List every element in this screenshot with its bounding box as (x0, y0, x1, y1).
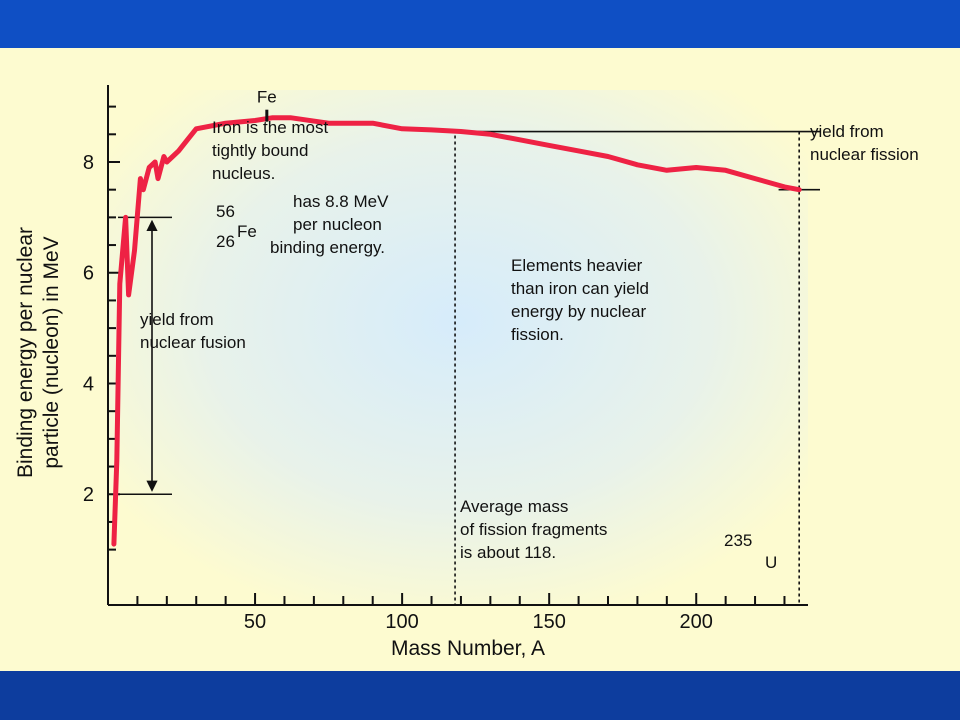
y-tick-label: 2 (83, 484, 94, 506)
y-tick-label: 8 (83, 152, 94, 174)
x-tick-label: 100 (385, 611, 418, 633)
u-symbol: U (765, 553, 777, 572)
fragment-note-line: is about 118. (460, 543, 556, 562)
heavier-note-line: Elements heavier (511, 256, 643, 275)
fusion-yield-line: yield from (140, 310, 214, 329)
bottom-bar (0, 671, 960, 720)
fission-yield-line: nuclear fission (810, 145, 919, 164)
fe-symbol: Fe (237, 222, 257, 241)
iron-note-line: nucleus. (212, 164, 275, 183)
fe-energy-line: binding energy. (270, 238, 385, 257)
y-axis-title-line: Binding energy per nuclear (14, 227, 37, 478)
fe-energy-line: per nucleon (293, 215, 382, 234)
fusion-yield-line: nuclear fusion (140, 333, 246, 352)
y-tick-label: 4 (83, 373, 94, 395)
y-tick-label: 6 (83, 263, 94, 285)
y-axis-title-line: particle (nucleon) in MeV (40, 236, 63, 468)
fragment-note-line: of fission fragments (460, 520, 607, 539)
annotations: Fe Iron is the most tightly bound nucleus. 5… (140, 88, 919, 572)
guide-lines (108, 129, 820, 605)
x-tick-label: 200 (680, 611, 713, 633)
y-axis-title: Binding energy per nuclear particle (nucl… (14, 227, 63, 478)
heavier-note-line: fission. (511, 325, 564, 344)
fe-mass-number: 56 (216, 202, 235, 221)
plot-area-background (108, 90, 808, 605)
top-bar (0, 0, 960, 48)
iron-note-line: tightly bound (212, 141, 308, 160)
fragment-note-line: Average mass (460, 497, 568, 516)
fe-marker-label: Fe (257, 88, 277, 107)
fe-energy-line: has 8.8 MeV (293, 192, 389, 211)
heavier-note-line: than iron can yield (511, 279, 649, 298)
x-tick-label: 50 (244, 611, 266, 633)
x-axis-title: Mass Number, A (391, 637, 545, 660)
binding-energy-curve (111, 115, 802, 547)
heavier-note-line: energy by nuclear (511, 302, 646, 321)
axes: 2 4 6 8 50 100 150 200 Mass Number, A Binding ene… (14, 85, 808, 660)
u-mass-number: 235 (724, 531, 752, 550)
fission-yield-line: yield from (810, 122, 884, 141)
fe-atomic-number: 26 (216, 232, 235, 251)
x-tick-label: 150 (532, 611, 565, 633)
iron-note-line: Iron is the most (212, 118, 328, 137)
